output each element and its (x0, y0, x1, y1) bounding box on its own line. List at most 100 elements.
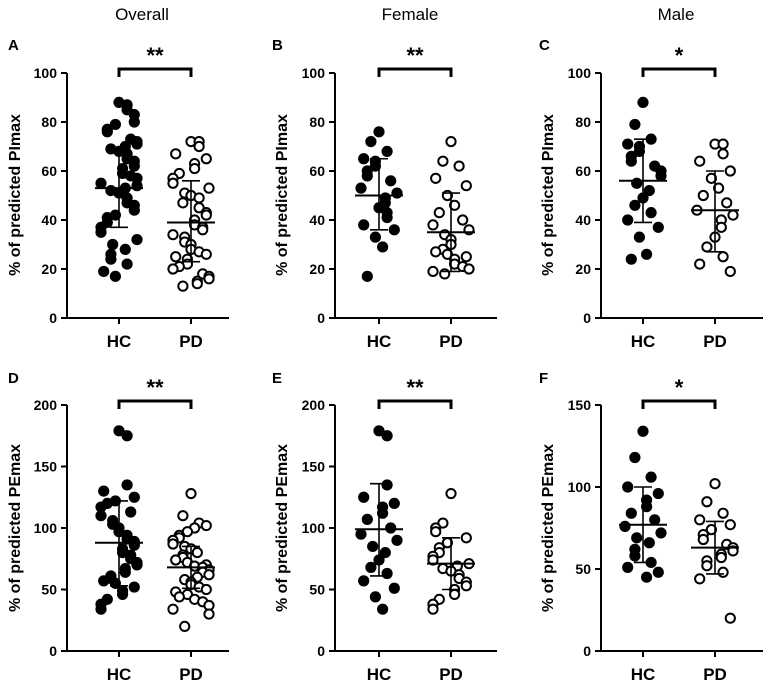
y-tick-label: 40 (575, 212, 591, 228)
x-tick-label-hc: HC (107, 665, 132, 684)
significance-bracket (641, 67, 717, 77)
data-point (449, 588, 461, 601)
data-point (167, 177, 179, 189)
series-pd (427, 487, 475, 615)
data-point (652, 221, 664, 233)
data-point (200, 248, 212, 260)
x-tick-label-hc: HC (631, 332, 656, 351)
y-tick-label: 100 (302, 520, 326, 536)
y-tick-label: 150 (302, 459, 326, 475)
data-point (365, 561, 377, 573)
data-point (95, 603, 107, 615)
data-point (203, 608, 215, 620)
data-point (694, 258, 706, 270)
data-point (457, 214, 469, 226)
panel-a: A % of predicted PImax 0 20 40 60 80 100 HC PD ** (7, 37, 229, 351)
x-tick-label-hc: HC (367, 665, 392, 684)
data-point (727, 209, 739, 221)
y-tick-label: 50 (309, 582, 325, 598)
data-point (361, 270, 373, 282)
y-tick-label: 40 (309, 212, 325, 228)
data-point (105, 253, 117, 265)
data-point (625, 155, 637, 167)
data-point (717, 566, 729, 578)
x-tick-label-pd: PD (439, 665, 463, 684)
y-tick-label: 80 (575, 114, 591, 130)
y-tick-label: 0 (583, 643, 591, 659)
data-point (167, 538, 179, 550)
data-point (453, 160, 465, 172)
y-tick-label: 150 (34, 459, 58, 475)
data-point (433, 207, 445, 219)
series-hc (619, 425, 667, 583)
data-point (388, 224, 400, 236)
significance-label: * (675, 375, 684, 400)
data-point (358, 575, 370, 587)
data-point (361, 513, 373, 525)
y-tick-label: 60 (41, 163, 57, 179)
data-point (427, 265, 439, 278)
data-point (98, 575, 110, 587)
significance-bracket (117, 67, 193, 77)
data-point (622, 481, 634, 493)
panel-letter: D (8, 370, 19, 387)
data-point (717, 148, 729, 160)
series-pd (167, 136, 215, 292)
data-point (427, 219, 439, 231)
data-point (377, 241, 389, 253)
data-point (170, 554, 182, 566)
data-point (373, 425, 385, 437)
data-point (631, 532, 643, 544)
series-pd (691, 138, 739, 278)
y-axis-label: % of predicted PEmax (274, 444, 291, 612)
data-point (185, 487, 197, 500)
data-point (173, 591, 185, 603)
data-point (177, 510, 189, 522)
data-point (694, 155, 706, 167)
y-tick-label: 100 (34, 520, 58, 536)
data-point (203, 569, 215, 581)
data-point (113, 425, 125, 437)
data-point (381, 145, 393, 157)
data-point (449, 199, 461, 211)
data-point (717, 251, 729, 263)
data-point (131, 234, 143, 246)
y-tick-label: 0 (583, 310, 591, 326)
data-point (430, 526, 442, 538)
data-point (177, 280, 189, 292)
data-point (460, 532, 472, 544)
data-point (95, 226, 107, 238)
data-point (95, 177, 107, 189)
data-point (121, 258, 133, 270)
data-point (388, 582, 400, 594)
data-point (189, 162, 201, 175)
data-point (191, 547, 203, 559)
significance-bracket (641, 399, 717, 409)
data-point (629, 118, 641, 131)
data-point (125, 506, 137, 518)
y-tick-label: 60 (575, 163, 591, 179)
y-tick-label: 0 (317, 643, 325, 659)
x-tick-label-pd: PD (703, 665, 727, 684)
data-point (170, 148, 182, 160)
data-point (724, 265, 736, 278)
data-point (721, 197, 733, 209)
data-point (179, 620, 191, 633)
data-point (119, 243, 131, 255)
data-point (197, 224, 209, 236)
data-point (367, 540, 379, 553)
data-point (167, 229, 179, 241)
data-point (633, 231, 646, 243)
data-point (193, 140, 205, 153)
data-point (128, 581, 140, 593)
data-point (128, 160, 140, 172)
series-hc (619, 96, 667, 265)
y-tick-label: 0 (317, 310, 325, 326)
series-pd (167, 487, 215, 633)
data-point (365, 136, 377, 148)
significance-label: * (675, 43, 684, 68)
data-point (655, 170, 667, 182)
data-point (629, 550, 641, 562)
data-point (121, 479, 133, 491)
data-point (633, 145, 646, 157)
